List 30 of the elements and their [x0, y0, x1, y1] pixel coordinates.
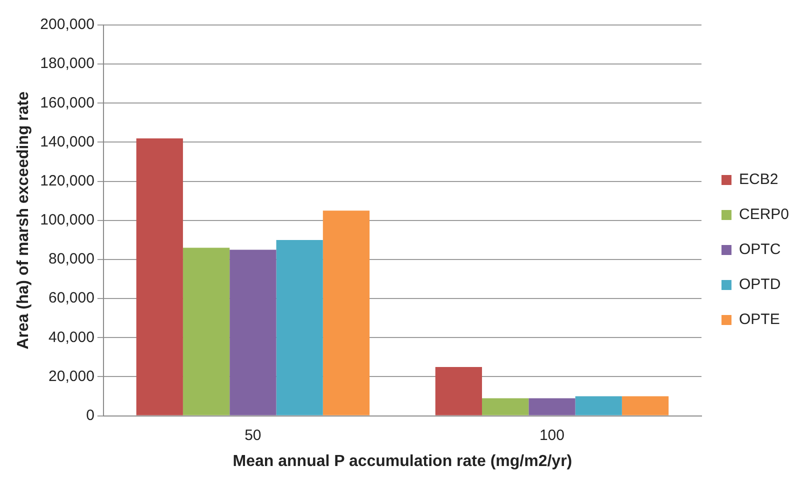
- y-tick-label: 140,000: [40, 133, 94, 150]
- legend-label: OPTD: [738, 276, 781, 294]
- y-tick-label: 20,000: [48, 368, 94, 385]
- y-axis-title: Area (ha) of marsh exceeding rate: [15, 91, 32, 350]
- y-tick-label: 60,000: [48, 290, 94, 307]
- legend-label: OPTE: [738, 311, 780, 328]
- bar: [230, 250, 276, 416]
- y-tick-label: 100,000: [40, 212, 94, 229]
- y-tick-label: 200,000: [40, 16, 94, 34]
- legend-label: OPTC: [738, 241, 781, 258]
- legend-label: CERP0: [738, 206, 790, 224]
- x-tick-label: 50: [244, 426, 262, 444]
- y-tick-label: 0: [86, 406, 94, 424]
- bar: [182, 248, 230, 416]
- y-tick-label: 160,000: [40, 94, 94, 112]
- y-tick-label: 180,000: [40, 55, 94, 72]
- bar: [575, 396, 622, 416]
- y-tick-label: 80,000: [48, 250, 94, 268]
- legend-label: ECB2: [738, 171, 778, 188]
- x-axis-title: Mean annual P accumulation rate (mg/m2/yr): [232, 452, 572, 470]
- bar: [136, 138, 183, 416]
- y-tick-label: 40,000: [48, 328, 94, 346]
- bar: [276, 240, 323, 416]
- bar: [322, 210, 370, 416]
- bar: [435, 366, 482, 416]
- bar: [482, 398, 529, 416]
- x-tick-label: 100: [539, 426, 564, 444]
- bar: [622, 396, 669, 416]
- y-tick-label: 120,000: [40, 172, 94, 190]
- bar: [528, 398, 576, 416]
